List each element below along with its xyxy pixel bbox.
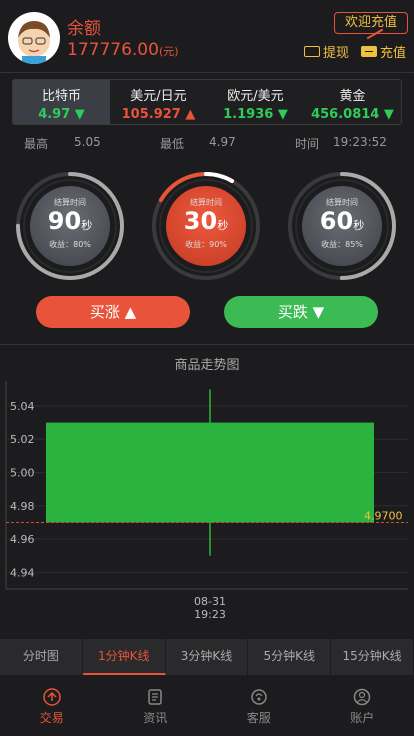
down-arrow-icon: ▼ [277,107,288,122]
x-tick-time: 19:23 [194,608,226,621]
down-arrow-icon: ▼ [383,107,394,122]
market-tabs: 比特币 4.97 ▼ 美元/日元 105.927 ▲ 欧元/美元 1.1936 … [12,79,402,125]
market-tab-bitcoin[interactable]: 比特币 4.97 ▼ [13,80,110,124]
avatar[interactable] [8,12,60,64]
y-tick-label: 5.00 [10,467,35,480]
kline-tabs: 分时图 1分钟K线 3分钟K线 5分钟K线 15分钟K线 [0,639,414,675]
nav-account[interactable]: 账户 [311,680,414,736]
market-tab-usdjpy[interactable]: 美元/日元 105.927 ▲ [121,89,196,122]
card-icon [303,46,320,57]
balance-value: 177776.00(元) [67,40,179,60]
timer-ring [288,172,396,280]
price-stats: 最高 5.05 最低 4.97 时间 19:23:52 [0,135,414,151]
low-label: 最低 [160,137,185,151]
news-icon [148,689,162,705]
market-tab-gold[interactable]: 黄金 456.0814 ▼ [311,89,394,122]
timer-dial: 结算时间 30秒 收益：90% [166,186,246,266]
timer-90s[interactable]: 结算时间 90秒 收益：80% [12,168,128,284]
x-tick-date: 08-31 [194,595,226,608]
service-icon [251,689,267,705]
welcome-recharge-badge[interactable]: 欢迎充值 [333,12,408,34]
high-value: 5.05 [74,135,101,149]
timer-ring [152,172,260,280]
tab-timeshare[interactable]: 分时图 [0,639,83,675]
recharge-button[interactable]: 充值 [360,42,406,61]
nav-service[interactable]: 客服 [207,680,311,736]
tab-1min[interactable]: 1分钟K线 [82,639,166,675]
y-tick-label: 4.94 [10,566,35,579]
y-tick-label: 5.02 [10,433,35,446]
timer-dial: 结算时间 60秒 收益：85% [302,186,382,266]
timer-dial: 结算时间 90秒 收益：80% [30,186,110,266]
timer-60s[interactable]: 结算时间 60秒 收益：85% [284,168,400,284]
time-label: 时间 [295,137,320,151]
timer-30s[interactable]: 结算时间 30秒 收益：90% [148,168,264,284]
time-value: 19:23:52 [333,135,387,149]
header: 余额 177776.00(元) 欢迎充值 提现 充值 [0,0,414,73]
tab-3min[interactable]: 3分钟K线 [166,639,249,675]
buy-rise-button[interactable]: 买涨 ▲ [36,296,190,328]
account-icon [354,688,371,706]
trend-chart: 商品走势图 4.94 4.96 4.98 5.00 5.02 5.04 4.9700 08-3… [0,344,414,638]
withdraw-button[interactable]: 提现 [303,42,349,61]
current-price-label: 4.9700 [364,509,403,522]
timer-ring [16,172,124,280]
trade-icon [43,688,61,706]
bottom-nav: 交易 资讯 客服 账户 [0,680,414,736]
nav-news[interactable]: 资讯 [104,680,208,736]
candle-body [46,422,374,523]
low-value: 4.97 [209,135,236,149]
up-arrow-icon: ▲ [185,107,196,122]
market-tab-eurusd[interactable]: 欧元/美元 1.1936 ▼ [223,89,288,122]
tab-15min[interactable]: 15分钟K线 [331,639,414,675]
nav-trade[interactable]: 交易 [0,680,104,736]
wallet-icon [360,46,377,57]
balance-label: 余额 [67,19,101,39]
y-tick-label: 4.98 [10,500,35,513]
y-tick-label: 4.96 [10,533,35,546]
high-label: 最高 [24,137,49,151]
chart-title: 商品走势图 [174,358,240,373]
y-tick-label: 5.04 [10,400,35,413]
down-arrow-icon: ▼ [74,107,85,122]
buy-fall-button[interactable]: 买跌 ▼ [224,296,378,328]
tab-5min[interactable]: 5分钟K线 [248,639,332,675]
